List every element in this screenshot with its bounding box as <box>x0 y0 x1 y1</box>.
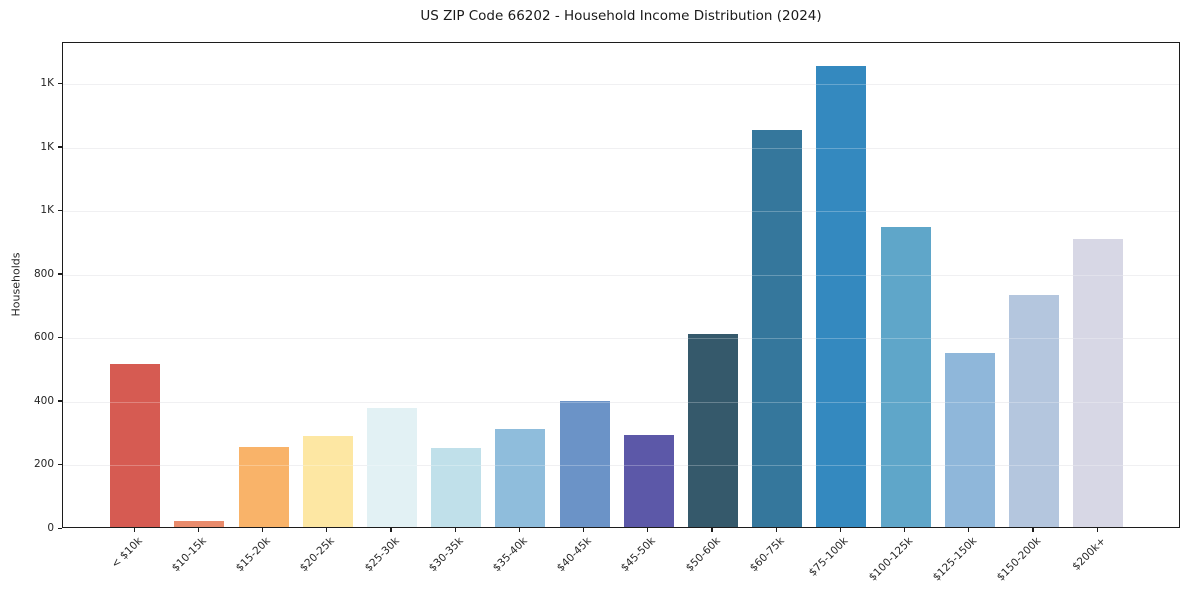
x-tick-label: $75-100k <box>806 535 851 579</box>
gridline-overlay <box>63 401 1179 403</box>
bar-25-30k <box>366 408 417 527</box>
x-tick-mark <box>647 528 649 532</box>
y-tick-mark <box>58 209 62 212</box>
gridline <box>63 338 1179 340</box>
x-tick-label: $200k+ <box>1069 535 1108 573</box>
gridline <box>63 465 1179 467</box>
plot-area <box>62 42 1180 528</box>
gridline <box>63 147 1179 149</box>
gridline-overlay <box>63 274 1179 276</box>
y-tick-mark <box>58 82 62 85</box>
bar-40-45k <box>559 401 610 527</box>
x-tick-label: $60-75k <box>747 535 787 575</box>
bar-10-15k <box>174 520 225 527</box>
bar-45-50k <box>623 435 674 527</box>
bar-150-200k <box>1008 295 1059 527</box>
x-tick-mark <box>583 528 585 532</box>
gridline <box>63 274 1179 276</box>
x-tick-mark <box>1032 528 1034 532</box>
x-tick-label: $125-150k <box>930 535 980 584</box>
x-tick-mark <box>1096 528 1098 532</box>
x-tick-label: $15-20k <box>233 535 273 575</box>
bar-15-20k <box>238 446 289 527</box>
y-tick-label: 1K <box>40 204 54 217</box>
x-tick-label: $40-45k <box>554 535 594 575</box>
gridline-overlay <box>63 147 1179 149</box>
y-tick-mark <box>58 463 62 466</box>
bar-10k <box>110 364 161 527</box>
x-tick-mark <box>390 528 392 532</box>
x-tick-label: $25-30k <box>362 535 402 575</box>
y-tick-mark <box>58 336 62 339</box>
x-tick-label: $35-40k <box>490 535 530 575</box>
y-tick-label: 1K <box>40 140 54 153</box>
bar-60-75k <box>752 129 803 527</box>
bar-100-125k <box>880 226 931 527</box>
y-tick-mark <box>58 400 62 402</box>
y-tick-label: 200 <box>33 458 54 471</box>
y-tick-label: 1K <box>40 77 54 90</box>
x-tick-mark <box>904 528 906 532</box>
bar-200k <box>1073 239 1124 527</box>
bar-30-35k <box>431 448 482 527</box>
bar-50-60k <box>687 333 738 527</box>
x-tick-label: < $10k <box>109 535 145 571</box>
chart-title: US ZIP Code 66202 - Household Income Dis… <box>420 8 822 24</box>
x-tick-label: $100-125k <box>866 535 915 584</box>
y-tick-label: 400 <box>33 394 54 407</box>
y-tick-label: 800 <box>33 267 54 280</box>
y-tick-mark <box>58 146 62 148</box>
x-tick-mark <box>775 528 777 532</box>
x-tick-mark <box>839 528 842 532</box>
gridline-overlay <box>63 465 1179 467</box>
x-tick-label: $50-60k <box>683 535 723 575</box>
gridline <box>63 84 1179 86</box>
y-tick-label: 0 <box>47 522 54 534</box>
x-tick-label: $30-35k <box>426 535 466 575</box>
bar-20-25k <box>302 436 353 527</box>
gridline-overlay <box>63 211 1179 213</box>
bar-35-40k <box>495 428 546 527</box>
x-tick-label: $150-200k <box>994 535 1044 584</box>
x-tick-mark <box>262 528 264 532</box>
x-tick-mark <box>454 528 456 532</box>
bar-75-100k <box>816 66 867 527</box>
y-tick-mark <box>58 527 62 529</box>
x-tick-mark <box>133 528 135 532</box>
gridline-overlay <box>63 84 1179 86</box>
x-tick-label: $10-15k <box>169 535 209 575</box>
x-tick-mark <box>968 528 970 532</box>
y-tick-mark <box>58 273 62 275</box>
y-axis-label: Households <box>9 252 23 317</box>
bar-125-150k <box>944 352 995 527</box>
y-tick-label: 600 <box>33 331 54 344</box>
gridline <box>63 401 1179 403</box>
x-tick-mark <box>197 528 200 532</box>
x-tick-label: $20-25k <box>298 535 338 575</box>
x-tick-mark <box>326 528 328 532</box>
x-tick-mark <box>518 528 521 532</box>
gridline <box>63 211 1179 213</box>
x-tick-label: $45-50k <box>619 535 659 575</box>
gridline-overlay <box>63 338 1179 340</box>
x-tick-mark <box>711 528 713 532</box>
